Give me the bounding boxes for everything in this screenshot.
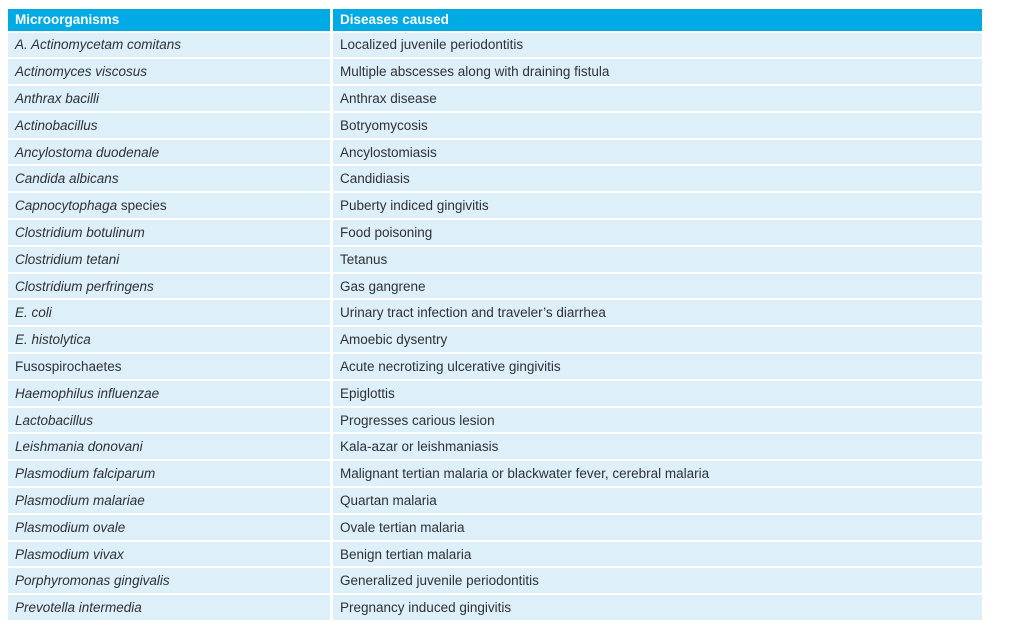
organism-cell: Fusospirochaetes xyxy=(8,354,330,379)
table-row: Plasmodium vivax Benign tertian malaria xyxy=(8,541,982,567)
organism-cell: A. Actinomycetam comitans xyxy=(8,32,330,58)
table-row: Candida albicans Candidiasis xyxy=(8,166,982,192)
disease-cell: Amoebic dysentry xyxy=(330,327,982,353)
disease-cell: Benign tertian malaria xyxy=(330,541,982,567)
disease-cell: Progresses carious lesion xyxy=(330,407,982,433)
organism-cell: Leishmania donovani xyxy=(8,434,330,460)
header-row: Microorganisms Diseases caused xyxy=(8,9,982,31)
organism-cell: Plasmodium ovale xyxy=(8,514,330,540)
organism-cell: Haemophilus influenzae xyxy=(8,380,330,406)
disease-cell: Quartan malaria xyxy=(330,488,982,513)
disease-cell: Anthrax disease xyxy=(330,86,982,111)
organism-cell: Plasmodium malariae xyxy=(8,488,330,513)
table-row: Leishmania donovani Kala-azar or leishma… xyxy=(8,434,982,460)
disease-cell: Kala-azar or leishmaniasis xyxy=(330,434,982,460)
organism-cell: Plasmodium vivax xyxy=(8,541,330,567)
organism-cell: Ancylostoma duodenale xyxy=(8,139,330,165)
organism-cell: E. coli xyxy=(8,300,330,326)
disease-cell: Pregnancy induced gingivitis xyxy=(330,595,982,621)
organism-cell: Lactobacillus xyxy=(8,407,330,433)
table-body: A. Actinomycetam comitans Localized juve… xyxy=(8,32,982,621)
organism-cell: Actinomyces viscosus xyxy=(8,59,330,85)
organism-cell: Clostridium botulinum xyxy=(8,220,330,245)
table-row: E. coli Urinary tract infection and trav… xyxy=(8,300,982,326)
organism-cell: Clostridium perfringens xyxy=(8,273,330,299)
organism-cell: Anthrax bacilli xyxy=(8,86,330,111)
disease-cell: Acute necrotizing ulcerative gingivitis xyxy=(330,354,982,379)
disease-cell: Malignant tertian malaria or blackwater … xyxy=(330,461,982,487)
organism-cell: Actinobacillus xyxy=(8,112,330,138)
organism-cell: Plasmodium falciparum xyxy=(8,461,330,487)
organism-cell: Candida albicans xyxy=(8,166,330,192)
disease-cell: Urinary tract infection and traveler’s d… xyxy=(330,300,982,326)
table-row: Prevotella intermedia Pregnancy induced … xyxy=(8,595,982,621)
table-row: Plasmodium ovale Ovale tertian malaria xyxy=(8,514,982,540)
disease-cell: Epiglottis xyxy=(330,380,982,406)
table-row: Plasmodium falciparum Malignant tertian … xyxy=(8,461,982,487)
column-header-diseases-caused: Diseases caused xyxy=(330,9,982,31)
disease-cell: Puberty indiced gingivitis xyxy=(330,193,982,219)
organism-cell: E. histolytica xyxy=(8,327,330,353)
table-row: A. Actinomycetam comitans Localized juve… xyxy=(8,32,982,58)
organism-cell: Prevotella intermedia xyxy=(8,595,330,621)
table-header: Microorganisms Diseases caused xyxy=(8,9,982,31)
table-row: Plasmodium malariae Quartan malaria xyxy=(8,488,982,513)
column-header-microorganisms: Microorganisms xyxy=(8,9,330,31)
disease-cell: Gas gangrene xyxy=(330,273,982,299)
disease-cell: Botryomycosis xyxy=(330,112,982,138)
table-row: Anthrax bacilli Anthrax disease xyxy=(8,86,982,111)
table-row: Actinomyces viscosus Multiple abscesses … xyxy=(8,59,982,85)
organism-cell: Porphyromonas gingivalis xyxy=(8,568,330,594)
table-row: Haemophilus influenzae Epiglottis xyxy=(8,380,982,406)
microorganisms-diseases-table: Microorganisms Diseases caused A. Actino… xyxy=(8,7,982,622)
table-row: Lactobacillus Progresses carious lesion xyxy=(8,407,982,433)
disease-cell: Generalized juvenile periodontitis xyxy=(330,568,982,594)
disease-cell: Localized juvenile periodontitis xyxy=(330,32,982,58)
table-row: Fusospirochaetes Acute necrotizing ulcer… xyxy=(8,354,982,379)
table-row: Ancylostoma duodenale Ancylostomiasis xyxy=(8,139,982,165)
organism-cell: Clostridium tetani xyxy=(8,246,330,272)
disease-cell: Food poisoning xyxy=(330,220,982,245)
organism-cell: Capnocytophaga species xyxy=(8,193,330,219)
disease-cell: Tetanus xyxy=(330,246,982,272)
disease-cell: Multiple abscesses along with draining f… xyxy=(330,59,982,85)
table-row: Clostridium perfringens Gas gangrene xyxy=(8,273,982,299)
disease-cell: Candidiasis xyxy=(330,166,982,192)
table-row: Capnocytophaga species Puberty indiced g… xyxy=(8,193,982,219)
table-row: Clostridium botulinum Food poisoning xyxy=(8,220,982,245)
table-row: Actinobacillus Botryomycosis xyxy=(8,112,982,138)
table-row: Porphyromonas gingivalis Generalized juv… xyxy=(8,568,982,594)
disease-cell: Ovale tertian malaria xyxy=(330,514,982,540)
table-row: E. histolytica Amoebic dysentry xyxy=(8,327,982,353)
disease-cell: Ancylostomiasis xyxy=(330,139,982,165)
table-row: Clostridium tetani Tetanus xyxy=(8,246,982,272)
